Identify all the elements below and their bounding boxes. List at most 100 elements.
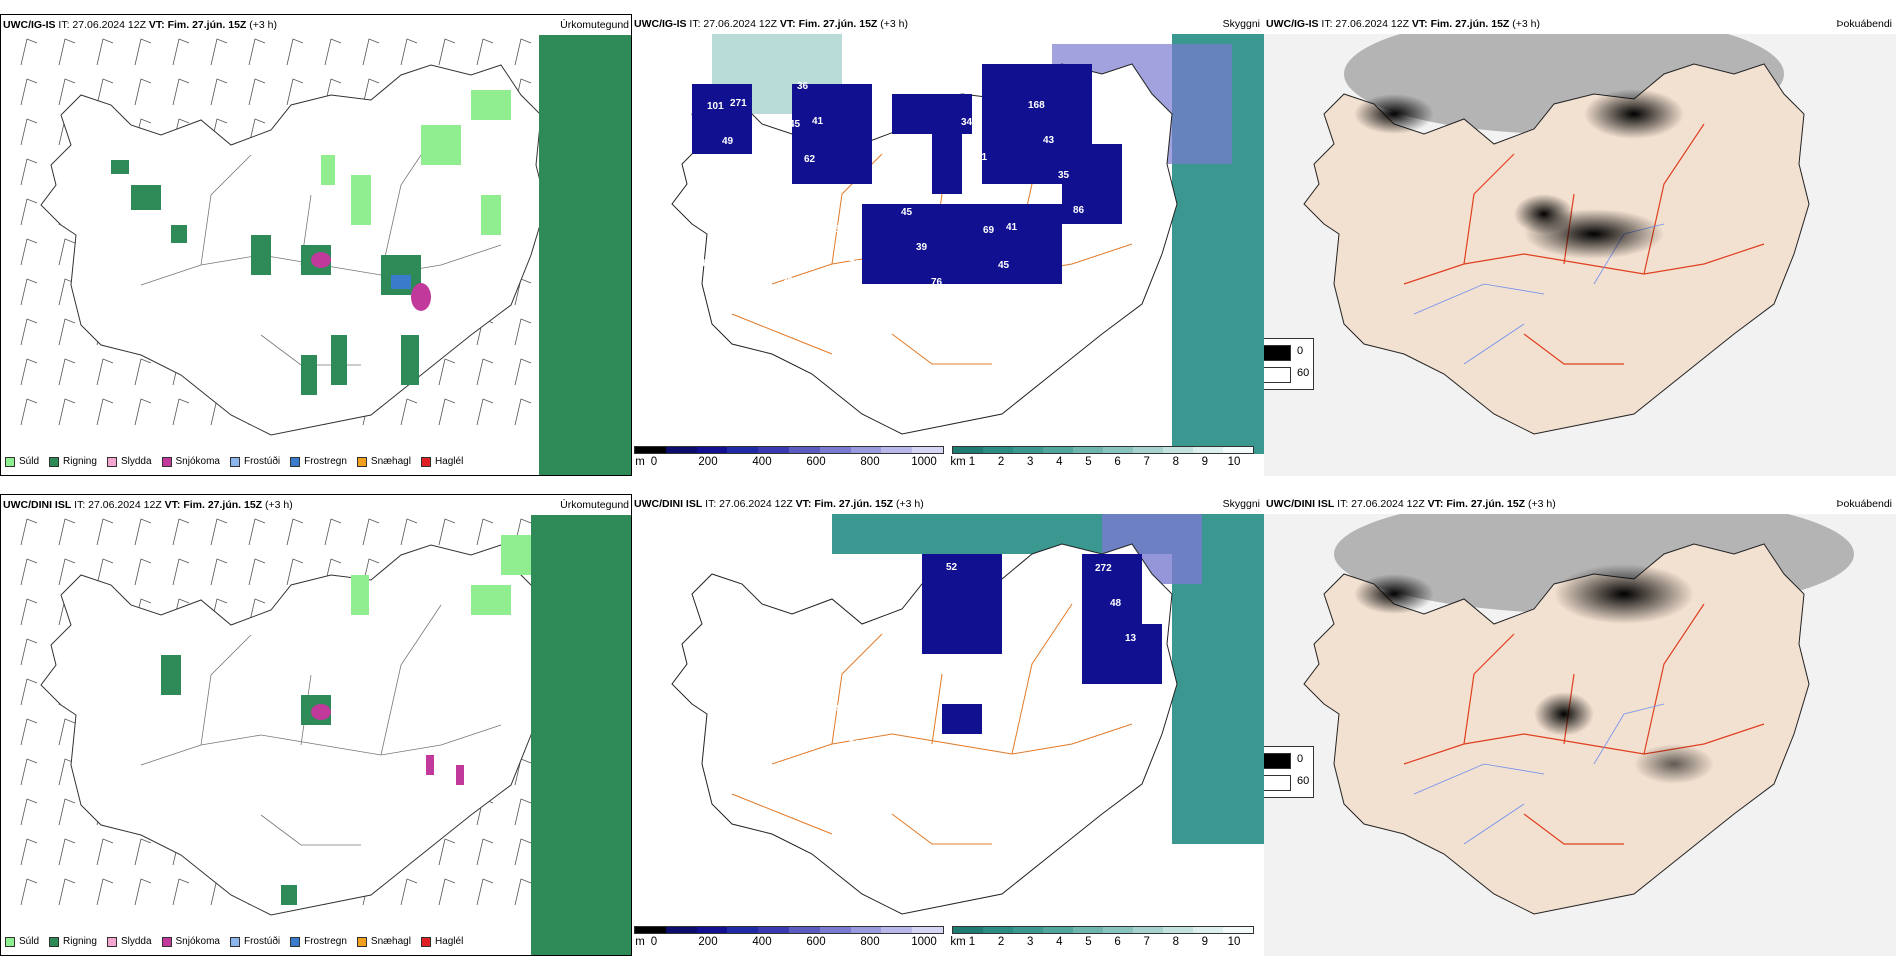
cloud-base-label: 39 <box>782 276 794 287</box>
cloud-base-label: 271 <box>730 98 747 109</box>
panel-precip-type-dini: UWC/DINI ISL IT: 27.06.2024 12Z VT: Fim.… <box>0 494 632 956</box>
fog-high-label: 0 <box>1297 345 1304 357</box>
panel-cloud-visibility-dini: UWC/DINI ISL IT: 27.06.2024 12Z VT: Fim.… <box>632 494 1264 956</box>
model-name: UWC/IG-IS <box>3 19 56 31</box>
wind-barb <box>20 158 38 186</box>
wind-barb <box>476 398 494 426</box>
legend-item: Haglél <box>420 456 464 467</box>
lead-time: (+3 h) <box>246 19 277 31</box>
wind-barb <box>438 398 456 426</box>
lead-time: (+3 h) <box>877 18 908 30</box>
colorbar-unit: km <box>950 456 966 468</box>
wind-barb <box>324 518 342 546</box>
wind-barb <box>210 558 228 586</box>
drizzle-areas <box>321 90 511 235</box>
fog-low-label: 60 <box>1297 367 1310 379</box>
cloud-base-label: 88 <box>834 224 846 235</box>
wind-barb <box>58 38 76 66</box>
wind-barb <box>96 558 114 586</box>
cloud-base-label: 43 <box>946 82 958 93</box>
colorbar-tick-label: 3 <box>1027 456 1034 468</box>
cloud-base-label: 61 <box>976 152 988 163</box>
fog-low-swatch <box>1264 775 1291 791</box>
wind-barb <box>210 38 228 66</box>
wind-barb <box>172 558 190 586</box>
precip-type-map <box>20 35 631 475</box>
wind-barb <box>134 78 152 106</box>
legend-item: Frostúði <box>229 936 280 947</box>
legend-item: Snæhagl <box>356 936 411 947</box>
legend-swatch <box>5 456 15 467</box>
cloud-base-label: 40 <box>1013 775 1025 786</box>
wind-barb <box>438 518 456 546</box>
colorbar-tick-label: 7 <box>1143 936 1150 948</box>
legend-item: Snjókoma <box>161 936 220 947</box>
cloud-base-label: 49 <box>894 134 906 145</box>
wind-barb <box>20 638 38 666</box>
wind-barb <box>286 558 304 586</box>
panel-cloud-visibility-igis: UWC/IG-IS IT: 27.06.2024 12Z VT: Fim. 27… <box>632 14 1264 476</box>
cloud-base-label: 272 <box>1095 563 1112 574</box>
legend-swatch <box>356 456 367 467</box>
colorbar-ramp <box>634 446 944 454</box>
colorbar-tick-label: 10 <box>1227 936 1241 948</box>
colorbar-tick-label: 2 <box>997 936 1005 948</box>
wind-barb <box>20 678 38 706</box>
legend-label: Frostregn <box>304 456 347 467</box>
legend-item: Frostúði <box>229 456 280 467</box>
wind-barb <box>58 878 76 906</box>
snow-areas <box>311 704 464 785</box>
cloud-base-label: 88 <box>998 740 1010 751</box>
valid-time: VT: Fim. 27.jún. 15Z <box>1411 18 1510 30</box>
cloud-base-label: 101 <box>707 101 724 112</box>
fog-index-map <box>1264 514 1896 956</box>
cloud-base-label: 60 <box>737 171 749 182</box>
iceland-coastline <box>40 544 547 916</box>
panel-fog-index-dini: UWC/DINI ISL IT: 27.06.2024 12Z VT: Fim.… <box>1264 494 1896 956</box>
precip-type-legend: Súld Rigning Slydda Snjókoma Frostúði Frostre… <box>5 936 463 947</box>
cloud-base-label: 55 <box>909 169 921 180</box>
cloud-base-label: 95 <box>1080 278 1092 289</box>
panel-header: UWC/IG-IS IT: 27.06.2024 12Z VT: Fim. 27… <box>1 15 631 35</box>
wind-barb <box>248 78 266 106</box>
legend-label: Súld <box>19 456 40 467</box>
cloud-visibility-map: 84 45 37 37 40 66 82 123 88 272 69 57 58 40 48 54 42 60 38… <box>671 514 1264 915</box>
wind-barb <box>134 838 152 866</box>
legend-item: Snæhagl <box>356 456 411 467</box>
init-time: IT: 27.06.2024 12Z <box>1318 18 1412 30</box>
panel-title: Skyggni <box>1222 18 1260 30</box>
wind-barb <box>134 38 152 66</box>
cloud-base-label: 52 <box>752 206 764 217</box>
wind-barb <box>476 358 494 386</box>
legend-label: Snæhagl <box>370 936 411 947</box>
cloud-base-label: 40 <box>1080 758 1092 769</box>
legend-label: Haglél <box>434 456 464 467</box>
cloud-base-label: 45 <box>789 119 801 130</box>
cloud-base-label: 591 <box>767 241 784 252</box>
colorbar-tick-label: 9 <box>1201 936 1209 948</box>
wind-barb <box>134 398 152 426</box>
wind-barb <box>514 798 532 826</box>
panel-title: Þokuábendi <box>1836 498 1892 510</box>
cloud-base-label: 49 <box>722 136 734 147</box>
cloud-base-label: 37 <box>983 705 995 716</box>
legend-item: Slydda <box>106 936 152 947</box>
colorbar-tick-label: 6 <box>1114 456 1121 468</box>
wind-barb <box>248 38 266 66</box>
legend-label: Rigning <box>63 936 97 947</box>
wind-barb <box>20 318 38 346</box>
cloud-base-label: 34 <box>961 117 973 128</box>
legend-swatch <box>229 936 240 947</box>
wind-barb <box>514 318 532 346</box>
cloud-base-labels: 62 45 40 69 95 101 62 45 45 40 49 43 39 60 68 60 88 76 168… <box>692 66 1167 306</box>
legend-label: Snæhagl <box>370 456 411 467</box>
cloud-base-label: 48 <box>1110 598 1122 609</box>
cloud-base-label: 42 <box>834 704 846 715</box>
colorbar-tick-label: 10 <box>1227 456 1241 468</box>
colorbar-tick-label: 7 <box>1143 456 1150 468</box>
model-name: UWC/IG-IS <box>1266 18 1319 30</box>
cloud-base-label: 41 <box>812 116 824 127</box>
legend-item: Frostregn <box>290 456 347 467</box>
wind-barb <box>400 518 418 546</box>
wind-barb <box>248 598 266 626</box>
